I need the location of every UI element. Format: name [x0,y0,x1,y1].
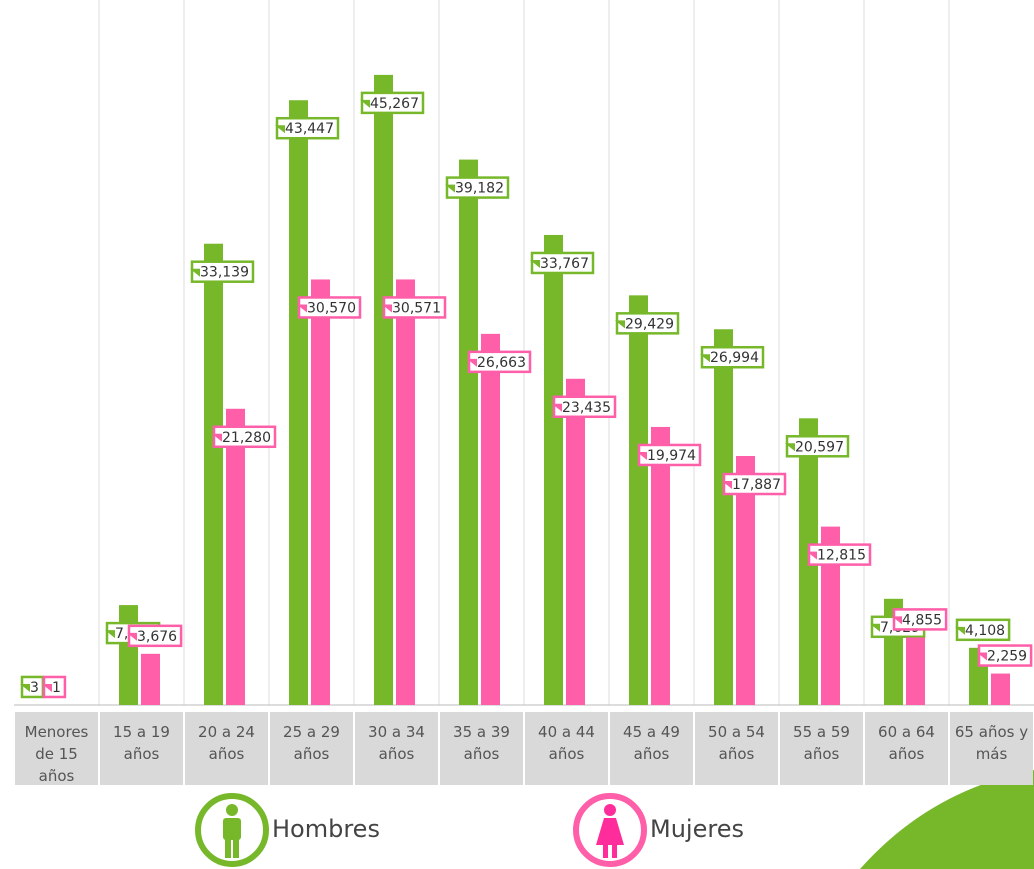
bar [629,295,648,705]
data-label-text: 4,855 [902,612,942,628]
data-label-text: 12,815 [817,548,866,564]
data-label-text: 33,767 [540,256,589,272]
bar [141,654,160,705]
data-label-text: 19,974 [647,448,696,464]
data-label-text: 20,597 [795,439,844,455]
bar [226,409,245,705]
data-label: 33,767 [530,253,593,273]
bar [714,329,733,705]
data-label: 1 [42,677,65,697]
bar [204,244,223,705]
data-label-text: 1 [52,680,61,696]
bar [311,279,330,705]
bar [119,605,138,705]
data-label: 30,570 [297,297,360,317]
data-label: 45,267 [360,93,423,113]
data-label: 4,855 [892,609,946,629]
bar [544,235,563,705]
legend [198,796,644,864]
data-label-text: 26,994 [710,350,759,366]
data-label: 21,280 [212,427,275,447]
data-label-text: 23,435 [562,400,611,416]
data-label: 12,815 [807,545,870,565]
bar [289,100,308,705]
data-label: 4,108 [955,620,1009,640]
data-label-text: 2,259 [987,649,1027,665]
data-label-text: 29,429 [625,316,674,332]
data-label-text: 43,447 [285,121,334,137]
data-label-text: 45,267 [370,96,419,112]
data-label: 2,259 [977,646,1031,666]
bar [991,674,1010,705]
data-label: 19,974 [637,445,700,465]
data-label-text: 3 [30,680,39,696]
data-label-text: 21,280 [222,430,271,446]
data-label-text: 4,108 [965,623,1005,639]
bar [651,427,670,705]
data-label: 20,597 [785,436,848,456]
data-label: 29,429 [615,313,678,333]
data-label: 33,139 [190,262,253,282]
bar [374,75,393,705]
data-label: 30,571 [382,297,445,317]
bar [481,334,500,705]
data-label: 3,676 [127,626,181,646]
data-label: 43,447 [275,118,338,138]
bar [566,379,585,705]
data-label-text: 30,570 [307,300,356,316]
data-label: 23,435 [552,397,615,417]
data-label-text: 33,139 [200,265,249,281]
bar [459,160,478,705]
data-label-text: 17,887 [732,477,781,493]
bar [906,637,925,705]
data-label-text: 39,182 [455,181,504,197]
data-label-text: 3,676 [137,629,177,645]
data-label: 26,663 [467,352,530,372]
data-label-text: 30,571 [392,300,441,316]
data-label: 39,182 [445,178,508,198]
chart: Menoresde 15años15 a 19años20 a 24años25… [0,0,1034,869]
legend-label: Mujeres [650,815,744,843]
data-label: 17,887 [722,474,785,494]
bar [396,279,415,705]
legend-label: Hombres [272,815,380,843]
data-label-text: 26,663 [477,355,526,371]
data-label: 26,994 [700,347,763,367]
data-label: 3 [20,677,43,697]
